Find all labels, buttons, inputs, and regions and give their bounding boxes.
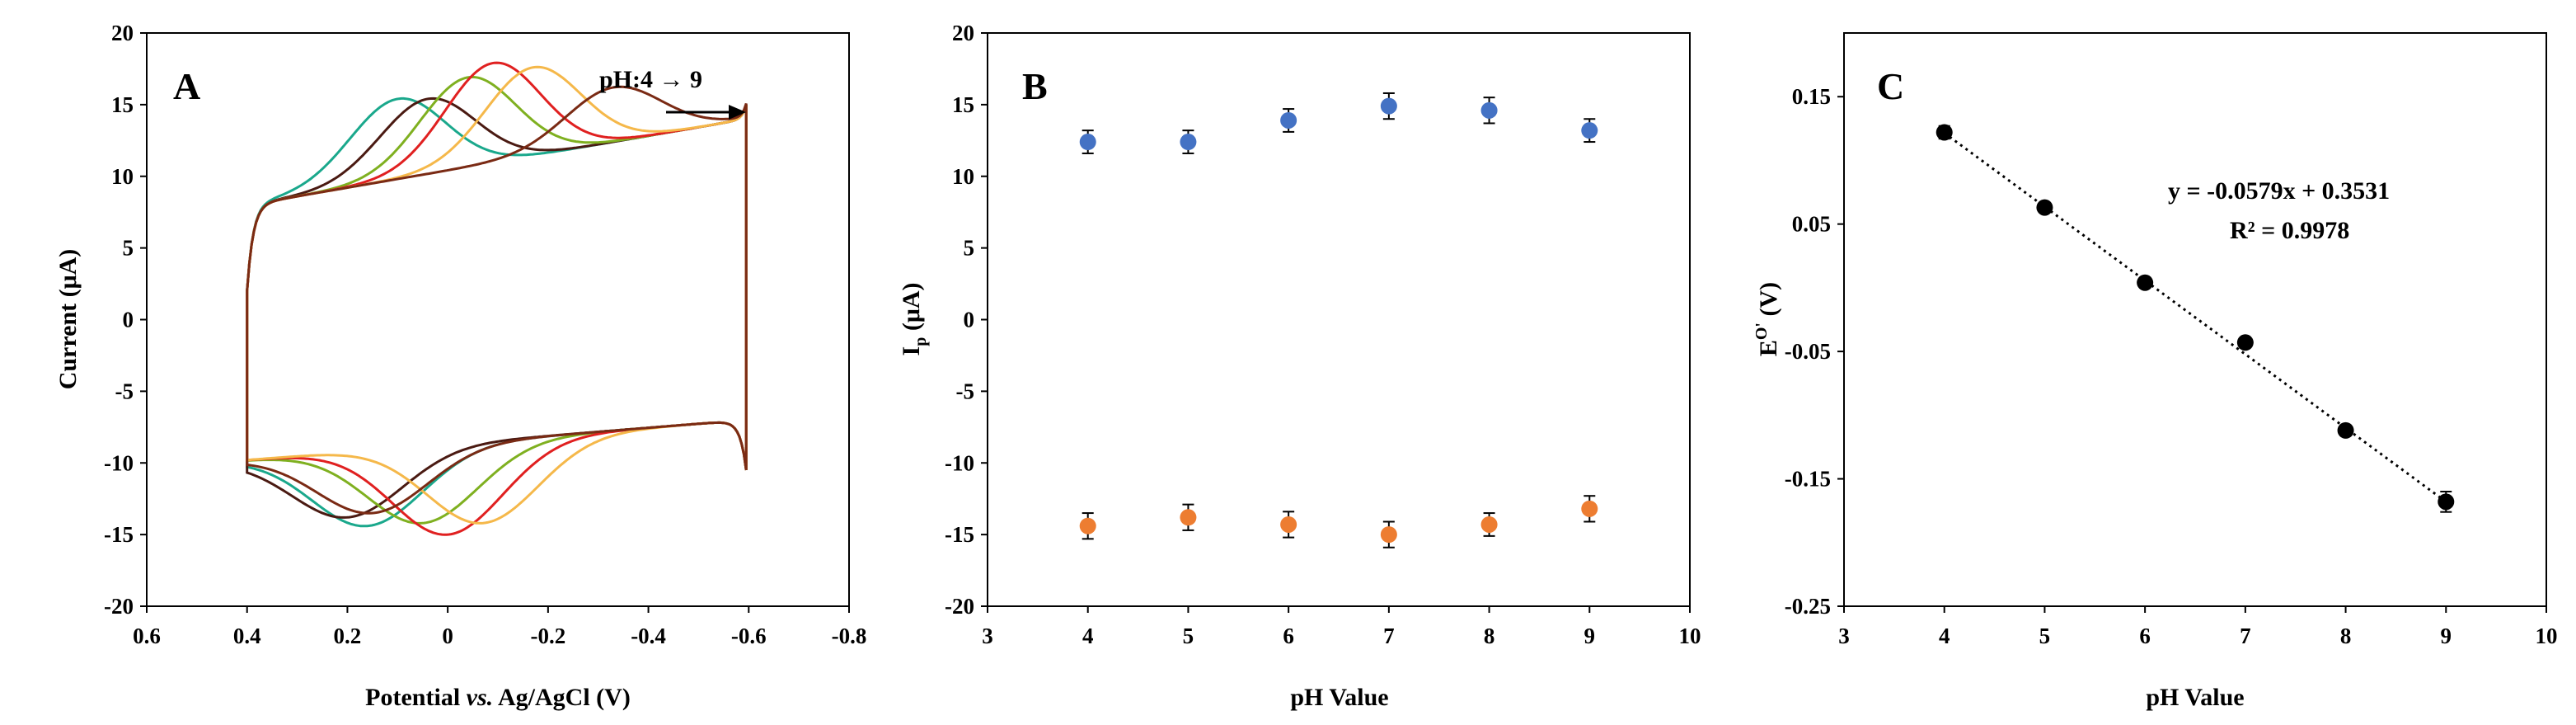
panel-c-ytick-label: -0.25 <box>1785 594 1831 619</box>
panel-b-xlabel: pH Value <box>1290 684 1388 711</box>
panel-a-ytick-label: 20 <box>111 21 134 45</box>
panel-c-ytick-label: 0.15 <box>1792 84 1831 109</box>
panel-c-fit-line <box>1943 132 2447 503</box>
point-anodic <box>1280 111 1297 129</box>
panel-a-xtick-label: 0 <box>442 624 453 648</box>
panel-c-y-ticks: 3 4 5 6 7 8 9 10 <box>1838 606 2558 648</box>
panel-a-ytick-label: 10 <box>111 164 134 189</box>
panel-a-arrow <box>666 105 746 120</box>
panel-b-x-ticks: 20 15 10 5 0 -5 -10 -15 -20 <box>945 21 988 619</box>
panel-b-ytick-label: 15 <box>952 92 974 117</box>
panel-c-letter: C <box>1877 65 1904 107</box>
point-cathodic <box>1280 516 1297 533</box>
panel-c-ylabel: EO' (V) <box>1753 282 1782 356</box>
panel-b-ytick-label: 10 <box>952 164 974 189</box>
panel-a-y-ticks: 0.6 0.4 0.2 0 -0.2 -0.4 -0.6 -0.8 <box>133 606 866 648</box>
panel-c-r-squared: R² = 0.9978 <box>2230 217 2349 244</box>
panel-a-xtick-label: -0.4 <box>631 624 666 648</box>
panel-a-cv-curves <box>246 61 748 536</box>
panel-c-points <box>1936 124 2455 513</box>
panel-a-xtick-label: 0.2 <box>334 624 362 648</box>
panel-a-annotation: pH:4 → 9 <box>599 66 702 93</box>
panel-c-xtick-label: 10 <box>2536 624 2558 648</box>
panel-a-ytick-label: -5 <box>115 379 134 403</box>
point-e0 <box>2337 421 2354 439</box>
panel-b-points <box>1079 92 1598 548</box>
point-e0 <box>1936 124 1953 141</box>
point-cathodic <box>1581 500 1598 517</box>
panel-a-xtick-label: -0.8 <box>832 624 867 648</box>
panel-a-xtick-label: 0.6 <box>133 624 161 648</box>
panel-a-ytick-label: 5 <box>123 236 134 261</box>
panel-c-ytick-label: -0.05 <box>1785 339 1831 364</box>
panel-b-xtick-label: 7 <box>1383 624 1395 648</box>
panel-b-xtick-label: 10 <box>1679 624 1701 648</box>
panel-b-ytick-label: -5 <box>956 379 975 403</box>
panel-b-ytick-label: 0 <box>964 308 975 332</box>
panel-b-xtick-label: 5 <box>1183 624 1194 648</box>
panel-c-x-ticks: 0.15 0.05 -0.05 -0.15 -0.25 <box>1785 84 1844 619</box>
point-cathodic <box>1079 517 1096 534</box>
point-anodic <box>1079 134 1096 151</box>
cv-curve-ph-9 <box>246 85 748 515</box>
panel-a-letter: A <box>173 65 200 107</box>
panel-a-x-ticks: 20 15 10 5 0 -5 -10 -15 -20 <box>104 21 147 619</box>
panel-a-ylabel: Current (μA) <box>54 249 82 390</box>
point-anodic <box>1180 134 1197 151</box>
panel-a-plot-area <box>146 32 850 607</box>
point-cathodic <box>1480 516 1498 533</box>
panel-b-ytick-label: -15 <box>945 522 974 547</box>
panel-c-xtick-label: 8 <box>2340 624 2352 648</box>
panel-b-y-ticks: 3 4 5 6 7 8 9 10 <box>982 606 1701 648</box>
panel-a: 0.6 0.4 0.2 0 -0.2 -0.4 -0.6 -0.8 20 15 10 5 0 -5 -10… <box>54 21 866 711</box>
panel-c-xtick-label: 6 <box>2139 624 2151 648</box>
panel-b-ytick-label: -10 <box>945 450 974 475</box>
panel-b-xtick-label: 4 <box>1082 624 1094 648</box>
panel-c-xtick-label: 3 <box>1838 624 1850 648</box>
panel-b-ytick-label: 20 <box>952 21 974 45</box>
panel-a-ytick-label: 0 <box>123 308 134 332</box>
panel-c-xtick-label: 4 <box>1939 624 1950 648</box>
panel-c-xlabel: pH Value <box>2146 684 2244 711</box>
point-e0 <box>2438 493 2455 511</box>
panel-a-xlabel: Potential vs. Ag/AgCl (V) <box>365 684 631 711</box>
point-e0 <box>2236 334 2254 351</box>
panel-c-plot-area <box>1843 32 2547 607</box>
panel-b-ylabel: Ip (μA) <box>898 283 930 356</box>
panel-c-xtick-label: 7 <box>2240 624 2251 648</box>
panel-c: 3 4 5 6 7 8 9 10 0.15 0.05 -0.05 -0.15 -0.25 C y = … <box>1753 32 2558 711</box>
panel-c-equation: y = -0.0579x + 0.3531 <box>2168 177 2390 205</box>
panel-c-xtick-label: 9 <box>2441 624 2452 648</box>
point-anodic <box>1380 97 1397 115</box>
panel-a-xtick-label: -0.6 <box>731 624 767 648</box>
panel-b-xtick-label: 3 <box>982 624 993 648</box>
panel-b-xtick-label: 8 <box>1484 624 1495 648</box>
point-cathodic <box>1180 509 1197 526</box>
panel-c-ytick-label: 0.05 <box>1792 212 1831 237</box>
panel-b-xtick-label: 9 <box>1584 624 1596 648</box>
panel-c-xtick-label: 5 <box>2039 624 2051 648</box>
panel-a-xtick-label: 0.4 <box>233 624 261 648</box>
panel-a-ytick-label: 15 <box>111 92 134 117</box>
panel-b-ytick-label: 5 <box>964 236 975 261</box>
panel-b-plot-area <box>987 32 1691 607</box>
point-cathodic <box>1380 526 1397 544</box>
panel-c-ytick-label: -0.15 <box>1785 467 1831 492</box>
panel-a-xtick-label: -0.2 <box>530 624 565 648</box>
panel-a-ytick-label: -10 <box>104 450 134 475</box>
point-e0 <box>2036 199 2053 216</box>
point-anodic <box>1581 122 1598 139</box>
panel-b-ytick-label: -20 <box>945 594 974 619</box>
linear-fit <box>1943 132 2447 503</box>
point-e0 <box>2137 274 2154 291</box>
panel-b-letter: B <box>1022 65 1048 107</box>
point-anodic <box>1480 101 1498 119</box>
panel-a-ytick-label: -15 <box>104 522 134 547</box>
panel-b-xtick-label: 6 <box>1283 624 1294 648</box>
panel-a-ytick-label: -20 <box>104 594 134 619</box>
